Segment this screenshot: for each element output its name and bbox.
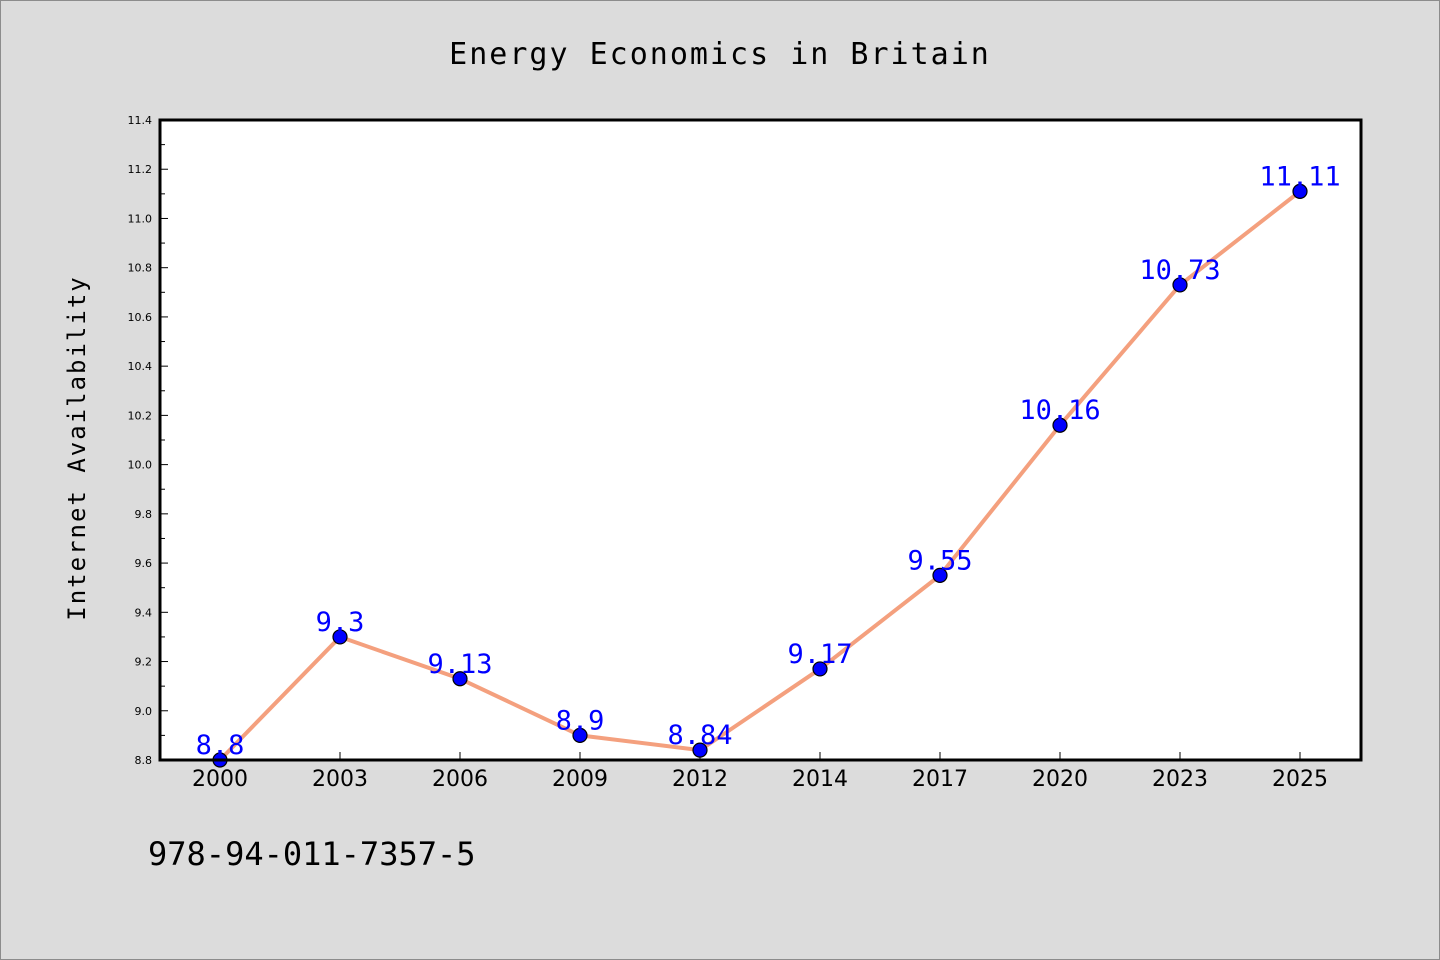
x-tick-label: 2014 — [792, 767, 848, 792]
data-label: 10.16 — [1019, 395, 1100, 426]
data-label: 8.9 — [556, 705, 605, 736]
y-tick-label: 11.0 — [128, 212, 153, 225]
y-tick-label: 9.6 — [135, 557, 153, 570]
y-tick-label: 9.8 — [135, 508, 153, 521]
data-labels-group: 8.8 9.3 9.13 8.9 8.84 9.17 9.55 10.16 10.73 11.11 — [196, 161, 1341, 761]
series-markers-group — [212, 183, 1308, 768]
plot-area — [160, 120, 1361, 760]
data-point-marker — [1172, 277, 1188, 293]
y-tick-label: 9.4 — [135, 606, 153, 619]
x-tick-label: 2023 — [1152, 767, 1208, 792]
y-tick-label: 10.4 — [128, 360, 153, 373]
data-label: 9.17 — [787, 639, 852, 670]
y-tick-label: 9.0 — [135, 705, 153, 718]
data-label: 11.11 — [1259, 161, 1340, 192]
data-point-marker — [1052, 417, 1068, 433]
data-point-marker — [572, 727, 588, 743]
data-label: 10.73 — [1139, 255, 1220, 286]
x-tick-label: 2025 — [1272, 767, 1328, 792]
y-tick-label: 10.6 — [128, 311, 153, 324]
x-tick-label: 2009 — [552, 767, 608, 792]
data-point-marker — [1292, 183, 1308, 199]
data-label: 8.8 — [196, 730, 245, 761]
x-tick-label: 2006 — [432, 767, 488, 792]
series-line-group — [218, 189, 1302, 762]
data-label: 9.3 — [316, 607, 365, 638]
plot-border — [158, 118, 1363, 762]
data-point-marker — [332, 629, 348, 645]
x-tick-label: 2012 — [672, 767, 728, 792]
series-line — [218, 189, 1302, 762]
chart-title: Energy Economics in Britain — [449, 37, 991, 72]
y-tick-label: 9.2 — [135, 656, 153, 669]
data-point-marker — [692, 742, 708, 758]
y-tick-label: 11.2 — [128, 163, 153, 176]
data-label: 9.13 — [427, 649, 492, 680]
data-label: 8.84 — [667, 720, 732, 751]
x-axis: 2000 2003 2006 2009 2012 2014 2017 2020 2023 2025 — [192, 752, 1328, 792]
data-point-marker — [932, 567, 948, 583]
data-label: 9.55 — [907, 545, 972, 576]
x-tick-label: 2020 — [1032, 767, 1088, 792]
y-tick-label: 8.8 — [135, 754, 153, 767]
data-point-marker — [452, 671, 468, 687]
y-tick-label: 10.0 — [128, 459, 153, 472]
y-tick-label: 11.4 — [128, 114, 153, 127]
x-tick-label: 2003 — [312, 767, 368, 792]
x-tick-label: 2000 — [192, 767, 248, 792]
x-tick-label: 2017 — [912, 767, 968, 792]
y-tick-label: 10.8 — [128, 262, 153, 275]
y-axis-label: Internet Availability — [63, 275, 91, 620]
y-tick-label: 10.2 — [128, 409, 153, 422]
isbn-text: 978-94-011-7357-5 — [148, 835, 476, 873]
data-point-marker — [812, 661, 828, 677]
